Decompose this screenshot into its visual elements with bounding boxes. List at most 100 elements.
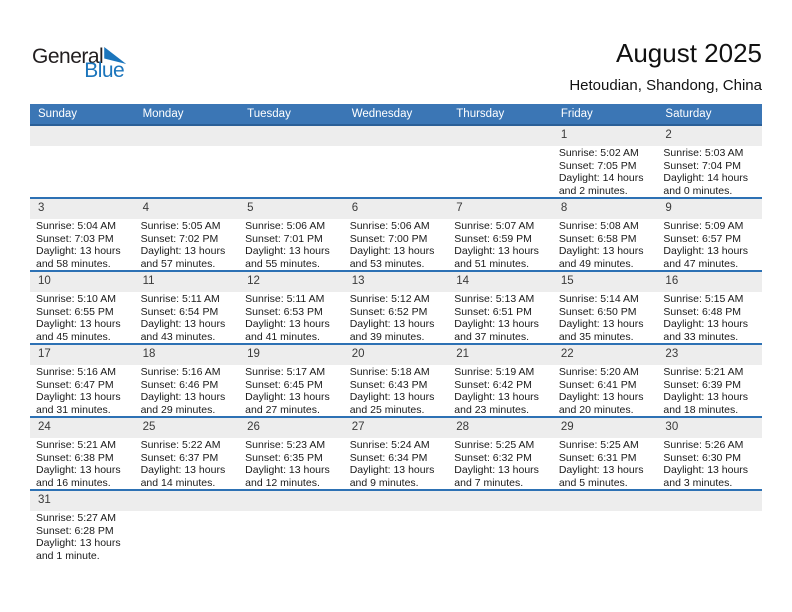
calendar-table: Sunday Monday Tuesday Wednesday Thursday…: [30, 104, 762, 562]
daylight-line: Daylight: 14 hours: [558, 172, 644, 184]
daylight-line: Daylight: 13 hours: [663, 318, 749, 330]
sun-time-line: Sunset: 6:52 PM: [349, 305, 428, 318]
day-number-band: 10 11 12 13 14 15 16: [30, 272, 762, 292]
sun-time-line: Sunrise: 5:06 AM: [245, 220, 326, 232]
daylight-line: Daylight: 13 hours: [349, 245, 435, 257]
day-cell: Sunrise: 5:24 AM Sunset: 6:34 PM Daylight:…: [344, 438, 449, 489]
sun-time-line: Sunrise: 5:18 AM: [349, 366, 430, 378]
day-number: 24: [38, 421, 51, 433]
daylight-line: and 35 minutes.: [558, 330, 634, 343]
day-cell: Sunrise: 5:08 AM Sunset: 6:58 PM Daylight:…: [553, 219, 658, 270]
empty-day-number: [657, 491, 762, 511]
daylight-line: Daylight: 13 hours: [454, 391, 539, 403]
weekday-header-row: Sunday Monday Tuesday Wednesday Thursday…: [30, 104, 762, 126]
sun-time-line: Sunrise: 5:26 AM: [663, 439, 744, 451]
day-number-band: 31: [30, 491, 762, 511]
day-number: 4: [142, 202, 149, 214]
page-header: General Blue August 2025 Hetoudian, Shan…: [0, 0, 792, 104]
empty-day-cell: [135, 146, 240, 197]
sun-time-line: Sunset: 6:54 PM: [140, 305, 219, 318]
daylight-line: Daylight: 13 hours: [36, 464, 121, 476]
sun-time-line: Sunset: 6:43 PM: [349, 378, 428, 391]
day-cell: Sunrise: 5:12 AM Sunset: 6:52 PM Daylight:…: [344, 292, 449, 343]
daylight-line: Daylight: 13 hours: [558, 391, 644, 403]
day-cell: Sunrise: 5:18 AM Sunset: 6:43 PM Daylight:…: [344, 365, 449, 416]
sun-time-line: Sunrise: 5:03 AM: [663, 147, 744, 159]
daylight-line: Daylight: 13 hours: [140, 318, 226, 330]
sun-time-line: Sunrise: 5:16 AM: [140, 366, 221, 378]
sun-time-line: Sunrise: 5:25 AM: [454, 439, 535, 451]
day-number: 21: [456, 348, 470, 360]
sun-time-line: Sunrise: 5:21 AM: [663, 366, 744, 378]
daylight-line: Daylight: 13 hours: [558, 245, 644, 257]
day-number: 10: [38, 275, 51, 287]
sun-time-line: Sunset: 6:32 PM: [454, 451, 532, 464]
month-title: August 2025: [615, 38, 762, 68]
daylight-line: Daylight: 13 hours: [140, 464, 226, 476]
sun-time-line: Sunset: 7:01 PM: [245, 232, 323, 245]
daylight-line: and 47 minutes.: [663, 257, 739, 270]
day-cell: Sunrise: 5:03 AM Sunset: 7:04 PM Daylight:…: [657, 146, 762, 197]
day-number: 25: [142, 421, 156, 433]
day-cell: Sunrise: 5:13 AM Sunset: 6:51 PM Daylight:…: [448, 292, 553, 343]
calendar-grid: 1 2 Sunrise: 5:02 AM Sunset: 7:05 PM Dayligh…: [30, 126, 762, 562]
empty-day-number: [553, 491, 658, 511]
sun-time-line: Sunrise: 5:08 AM: [558, 220, 639, 232]
calendar-week-row: 1 2 Sunrise: 5:02 AM Sunset: 7:05 PM Dayligh…: [30, 126, 762, 199]
sun-time-line: Sunset: 6:34 PM: [349, 451, 428, 464]
day-cell: Sunrise: 5:14 AM Sunset: 6:50 PM Daylight:…: [553, 292, 658, 343]
daylight-line: and 39 minutes.: [349, 330, 425, 343]
empty-day-cell: [448, 511, 553, 562]
sun-time-line: Sunrise: 5:07 AM: [454, 220, 535, 232]
daylight-line: Daylight: 13 hours: [140, 391, 226, 403]
empty-day-number: [448, 126, 553, 146]
daylight-line: and 16 minutes.: [36, 476, 111, 489]
sun-time-line: Sunrise: 5:10 AM: [36, 293, 116, 305]
sun-time-line: Sunset: 6:35 PM: [245, 451, 323, 464]
day-cell: Sunrise: 5:20 AM Sunset: 6:41 PM Daylight:…: [553, 365, 658, 416]
day-number: 30: [665, 421, 679, 433]
daylight-line: and 27 minutes.: [245, 403, 320, 416]
day-cell: Sunrise: 5:17 AM Sunset: 6:45 PM Daylight:…: [239, 365, 344, 416]
sun-time-line: Sunrise: 5:09 AM: [663, 220, 744, 232]
daylight-line: and 0 minutes.: [663, 184, 733, 197]
day-number: 26: [247, 421, 260, 433]
sun-time-line: Sunset: 6:53 PM: [245, 305, 323, 318]
sun-time-line: Sunrise: 5:17 AM: [245, 366, 326, 378]
daylight-line: and 45 minutes.: [36, 330, 111, 343]
sun-time-line: Sunrise: 5:19 AM: [454, 366, 535, 378]
sun-time-line: Sunset: 6:39 PM: [663, 378, 742, 391]
day-number: 19: [247, 348, 260, 360]
daylight-line: and 41 minutes.: [245, 330, 320, 343]
sun-time-line: Sunset: 7:04 PM: [663, 159, 742, 172]
sun-time-line: Sunset: 6:47 PM: [36, 378, 114, 391]
daylight-line: Daylight: 13 hours: [663, 245, 749, 257]
day-content-band: Sunrise: 5:21 AM Sunset: 6:38 PM Daylight:…: [30, 438, 762, 489]
weekday-monday: Monday: [142, 108, 184, 120]
day-cell: Sunrise: 5:11 AM Sunset: 6:54 PM Daylight:…: [135, 292, 240, 343]
sun-time-line: Sunrise: 5:11 AM: [245, 293, 325, 305]
day-cell: Sunrise: 5:25 AM Sunset: 6:31 PM Daylight:…: [553, 438, 658, 489]
day-content-band: Sunrise: 5:27 AM Sunset: 6:28 PM Daylight:…: [30, 511, 762, 562]
empty-day-cell: [239, 146, 344, 197]
location-subtitle: Hetoudian, Shandong, China: [569, 77, 762, 94]
day-cell: Sunrise: 5:27 AM Sunset: 6:28 PM Daylight:…: [30, 511, 135, 562]
daylight-line: Daylight: 14 hours: [663, 172, 749, 184]
daylight-line: Daylight: 13 hours: [245, 464, 330, 476]
daylight-line: and 20 minutes.: [558, 403, 634, 416]
sun-time-line: Sunset: 6:30 PM: [663, 451, 742, 464]
sun-time-line: Sunrise: 5:24 AM: [349, 439, 430, 451]
sun-time-line: Sunset: 6:46 PM: [140, 378, 219, 391]
day-number: 23: [665, 348, 679, 360]
empty-day-cell: [30, 146, 135, 197]
day-number: 13: [351, 275, 365, 287]
day-number: 8: [560, 202, 568, 214]
weekday-thursday: Thursday: [456, 108, 505, 120]
daylight-line: and 14 minutes.: [140, 476, 216, 489]
empty-day-number: [344, 126, 449, 146]
daylight-line: and 31 minutes.: [36, 403, 111, 416]
daylight-line: and 9 minutes.: [349, 476, 419, 489]
sun-time-line: Sunset: 7:02 PM: [140, 232, 219, 245]
daylight-line: Daylight: 13 hours: [454, 245, 539, 257]
calendar-week-row: 3 4 5 6 7 8 9 Sunrise: 5:04 AM Sunset: 7:03 PM Da…: [30, 199, 762, 272]
